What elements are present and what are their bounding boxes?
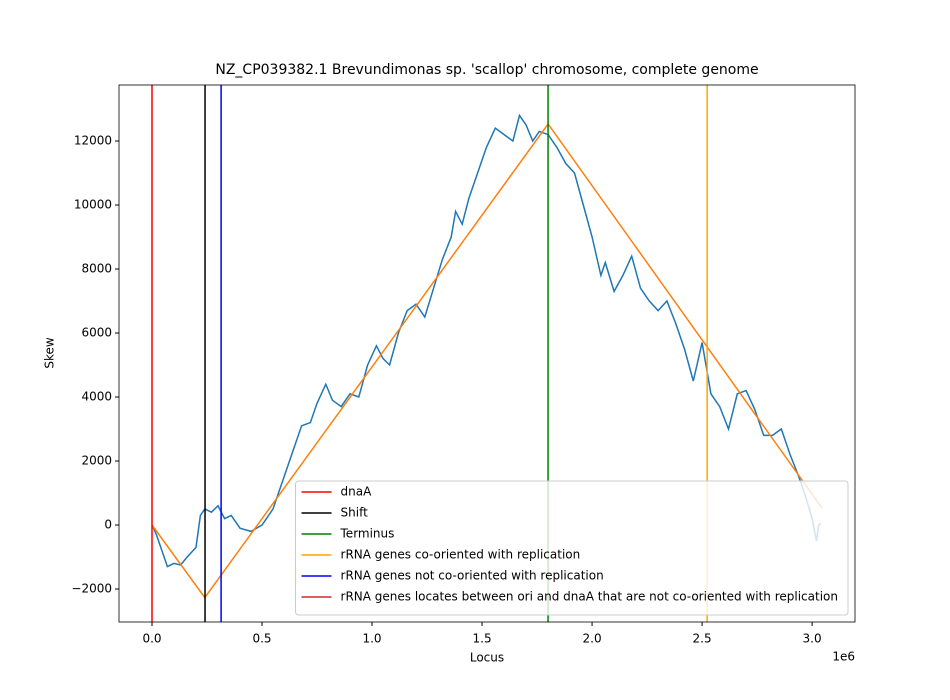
- x-tick-label: 2.5: [693, 632, 712, 646]
- y-tick-label: 10000: [74, 198, 112, 212]
- legend-box: [295, 480, 849, 616]
- y-tick-label: 0: [104, 518, 112, 532]
- legend: dnaA Shift Terminus rRNA genes co-oriented …: [295, 480, 849, 616]
- series-line: [151, 113, 822, 568]
- legend-label: rRNA genes locates between ori and dnaA …: [341, 590, 838, 604]
- y-tick-label: 6000: [81, 326, 112, 340]
- x-offset-label: 1e6: [832, 650, 855, 664]
- x-axis-label: Locus: [470, 651, 504, 665]
- x-tick-label: 0.0: [142, 632, 161, 646]
- plot-frame: [118, 84, 856, 623]
- y-tick-label: −2000: [71, 582, 112, 596]
- legend-label: dnaA: [341, 485, 373, 499]
- legend-label: Terminus: [340, 527, 395, 541]
- x-tick-label: 2.0: [583, 632, 602, 646]
- y-tick-label: 12000: [74, 134, 112, 148]
- legend-label: Shift: [341, 506, 369, 520]
- x-tick-label: 1.5: [473, 632, 492, 646]
- y-tick-label: 8000: [81, 262, 112, 276]
- y-axis-label: Skew: [43, 337, 57, 369]
- y-tick-label: 4000: [81, 390, 112, 404]
- legend-label: rRNA genes not co-oriented with replicat…: [341, 569, 604, 583]
- legend-label: rRNA genes co-oriented with replication: [341, 548, 581, 562]
- y-tick-label: 2000: [81, 454, 112, 468]
- x-tick-label: 1.0: [362, 632, 381, 646]
- chart-title: NZ_CP039382.1 Brevundimonas sp. 'scallop…: [215, 62, 758, 78]
- series-line: [151, 122, 823, 599]
- x-tick-label: 3.0: [803, 632, 822, 646]
- x-tick-label: 0.5: [252, 632, 271, 646]
